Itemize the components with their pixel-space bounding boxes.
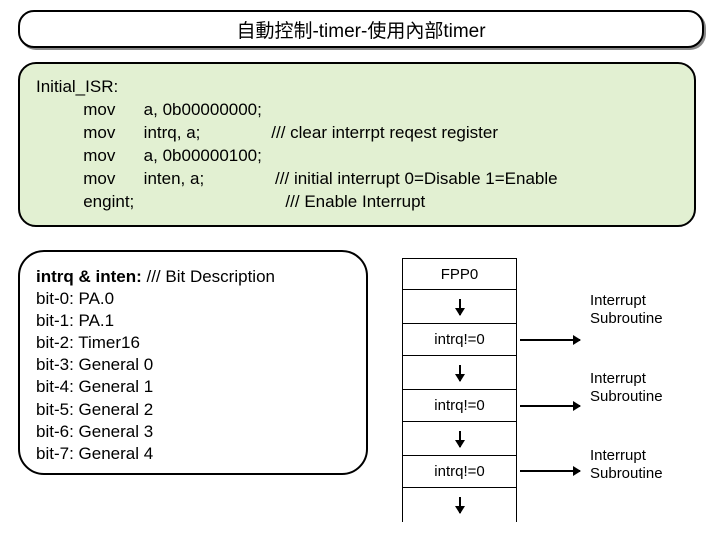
bit-6: bit-6: General 3: [36, 421, 350, 443]
code-l5a: engint;: [36, 192, 134, 211]
arrow-down-icon: [459, 431, 461, 447]
sub-l1: Interrupt: [590, 292, 646, 309]
flow-fpp-label: FPP0: [441, 266, 479, 283]
code-l2b: /// clear interrpt reqest register: [271, 123, 498, 142]
code-l4b: /// initial interrupt 0=Disable 1=Enable: [275, 169, 558, 188]
flow-cond-3: intrq!=0: [434, 463, 484, 480]
desc-header: intrq & inten:: [36, 267, 142, 286]
sub-l2: Subroutine: [590, 465, 663, 482]
flow-box-cond-1: intrq!=0: [402, 324, 517, 356]
arrow-down-icon: [459, 365, 461, 381]
flow-cond-2: intrq!=0: [434, 397, 484, 414]
arrow-block-4: [402, 488, 517, 522]
code-line-2: mov intrq, a; /// clear interrpt reqest …: [36, 122, 678, 145]
bit-5: bit-5: General 2: [36, 399, 350, 421]
code-box: Initial_ISR: mov a, 0b00000000; mov intr…: [18, 62, 696, 227]
interrupt-sub-3: Interrupt Subroutine: [590, 447, 663, 483]
flow-box-cond-2: intrq!=0: [402, 390, 517, 422]
desc-header-line: intrq & inten: /// Bit Description: [36, 266, 350, 288]
sub-l2: Subroutine: [590, 310, 663, 327]
code-line-5: engint; /// Enable Interrupt: [36, 191, 678, 214]
arrow-block-3: [402, 422, 517, 456]
arrow-down-icon: [459, 299, 461, 315]
code-l2a: mov intrq, a;: [36, 123, 200, 142]
bit-3: bit-3: General 0: [36, 354, 350, 376]
arrow-down-icon: [459, 497, 461, 513]
arrow-block-1: [402, 290, 517, 324]
bit-1: bit-1: PA.1: [36, 310, 350, 332]
flow-diagram: FPP0 intrq!=0 intrq!=0 intrq!=0: [402, 258, 517, 522]
flow-cond-1: intrq!=0: [434, 331, 484, 348]
flow-box-cond-3: intrq!=0: [402, 456, 517, 488]
arrow-right-icon: [520, 339, 580, 341]
arrow-right-icon: [520, 470, 580, 472]
code-l4a: mov inten, a;: [36, 169, 204, 188]
code-l5b: /// Enable Interrupt: [285, 192, 425, 211]
bit-4: bit-4: General 1: [36, 376, 350, 398]
code-line-3: mov a, 0b00000100;: [36, 145, 678, 168]
page-title: 自動控制-timer-使用內部timer: [236, 16, 485, 43]
bit-0: bit-0: PA.0: [36, 288, 350, 310]
desc-header-suffix: /// Bit Description: [142, 267, 275, 286]
interrupt-sub-1: Interrupt Subroutine: [590, 292, 663, 328]
bit-description-box: intrq & inten: /// Bit Description bit-0…: [18, 250, 368, 475]
code-line-1: mov a, 0b00000000;: [36, 99, 678, 122]
flow-box-fpp: FPP0: [402, 258, 517, 290]
arrow-block-2: [402, 356, 517, 390]
interrupt-sub-2: Interrupt Subroutine: [590, 370, 663, 406]
sub-l2: Subroutine: [590, 388, 663, 405]
sub-l1: Interrupt: [590, 370, 646, 387]
code-line-4: mov inten, a; /// initial interrupt 0=Di…: [36, 168, 678, 191]
code-line-0: Initial_ISR:: [36, 76, 678, 99]
arrow-right-icon: [520, 405, 580, 407]
bit-2: bit-2: Timer16: [36, 332, 350, 354]
bit-7: bit-7: General 4: [36, 443, 350, 465]
sub-l1: Interrupt: [590, 447, 646, 464]
title-bar: 自動控制-timer-使用內部timer: [18, 10, 704, 48]
